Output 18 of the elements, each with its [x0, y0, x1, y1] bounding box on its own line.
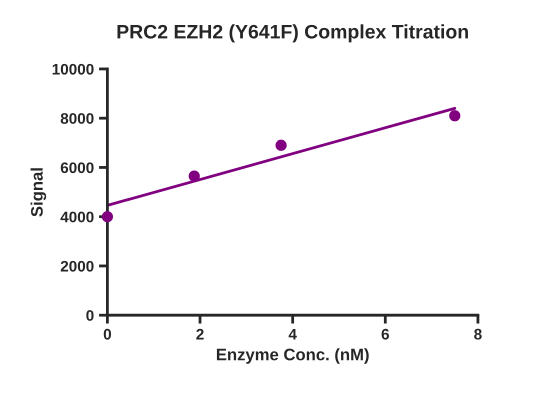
x-axis-title: Enzyme Conc. (nM): [216, 348, 369, 364]
y-tick-label: 6000: [60, 162, 94, 174]
x-tick-label: 2: [196, 328, 204, 340]
x-tick-label: 0: [104, 328, 112, 340]
y-tick-label: 4000: [60, 212, 94, 222]
y-axis-title: Signal: [30, 168, 46, 217]
point: [449, 110, 460, 122]
x-tick-label: 6: [382, 328, 389, 340]
point: [275, 140, 287, 151]
y-tick-label: 10000: [52, 64, 94, 75]
x-tick-label: 4: [288, 328, 297, 340]
point: [188, 170, 200, 182]
y-tick-label: 0: [86, 310, 94, 321]
chart-title: PRC2 EZH2 (Y641F) Complex Titration: [117, 24, 468, 42]
point: [102, 211, 114, 222]
x-tick-label: 8: [474, 328, 482, 340]
y-tick-label: 8000: [60, 113, 94, 124]
y-tick-label: 2000: [60, 260, 94, 272]
